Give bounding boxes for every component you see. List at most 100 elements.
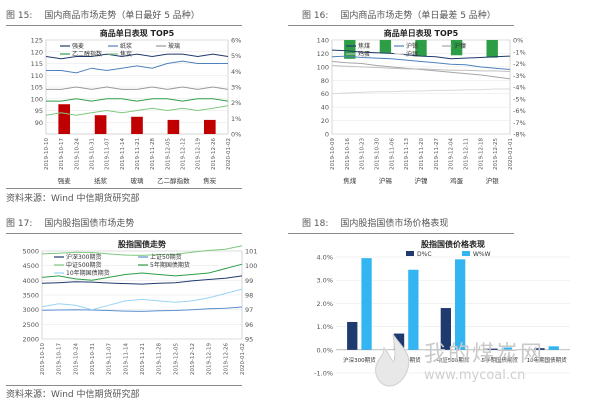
legend-label: 沪镍: [454, 42, 466, 50]
bar: [379, 40, 392, 53]
bar: [344, 40, 356, 59]
x-tick-label: 2019-12-26: [223, 343, 229, 375]
category-label: 乙二醇指数: [157, 176, 190, 185]
bar: [94, 115, 107, 134]
category-label: 焦炭: [203, 176, 217, 185]
y-tick-label: 3.0%: [316, 277, 333, 285]
series-line: [331, 88, 510, 95]
footer-rule: [6, 385, 242, 386]
x-tick-label: 2019-12-05: [165, 138, 171, 170]
category-label: 沪深300期货: [343, 356, 376, 364]
y-tick-label-left: 3000: [22, 306, 39, 314]
legend-label: 沪深300期货: [66, 253, 101, 261]
series-line: [331, 55, 511, 70]
legend-label: 玻璃: [168, 42, 180, 50]
chart-title: 股指国债价格表现: [421, 239, 485, 249]
figure-heading: 国内商品市场走势（单日最差 5 品种）: [340, 11, 496, 21]
panel-fig15-header: 图 15: 国内商品市场走势（单日最好 5 品种）: [6, 8, 200, 24]
watermark-url: www.mycoal.cn: [424, 368, 526, 383]
x-tick-label: 2019-10-17: [57, 343, 63, 375]
legend-label: 沪锡: [406, 42, 418, 50]
y-tick-label-left: 125: [31, 37, 43, 45]
series-line: [331, 61, 511, 80]
x-tick-label: 2019-11-21: [140, 343, 146, 375]
y-tick-label: 2.0%: [316, 300, 333, 308]
x-tick-label: 2019-10-23: [360, 138, 366, 170]
header-rule: [6, 233, 242, 234]
bar: [131, 116, 143, 134]
category-label: 沪镍: [415, 176, 429, 185]
figure-heading: 国内股指国债市场走势: [44, 219, 135, 229]
panel-fig15: 图 15: 国内商品市场走势（单日最好 5 品种） 商品单日表现 TOP5 90 95…: [6, 8, 294, 204]
flame-logo-icon: [375, 333, 410, 387]
x-tick-label: 2019-11-14: [123, 343, 129, 375]
category-label: 中证500期货: [437, 356, 470, 364]
bar: [440, 308, 451, 350]
legend-label: 上证50期货: [150, 253, 182, 261]
series-line: [41, 288, 243, 311]
x-tick-label: 2019-12-18: [478, 138, 484, 170]
watermark: 我的煤炭网 www.mycoal.cn: [368, 330, 588, 400]
y-tick-label-right: 98: [245, 292, 253, 300]
figure-number: 图 18:: [302, 219, 329, 229]
footer-rule: [6, 188, 242, 189]
y-tick-label-right: 6%: [231, 37, 241, 45]
y-tick-label-left: 4000: [22, 277, 39, 285]
y-tick-label: 1.0%: [316, 323, 333, 331]
x-tick-label: 2019-11-07: [105, 138, 111, 170]
header-rule: [6, 25, 242, 26]
legend-label: 5年期国债期货: [150, 261, 190, 269]
y-tick-label-right: -2%: [513, 60, 526, 68]
legend-label: 沪银: [406, 50, 418, 58]
y-tick-label-left: 95: [35, 107, 43, 115]
bar: [361, 258, 372, 350]
y-tick-label-left: 60: [321, 90, 329, 98]
panel-fig16: 图 16: 国内商品市场走势（单日最差 5 品种） 商品单日表现 TOP5 0 20 4…: [288, 8, 594, 204]
figure-number: 图 16:: [302, 11, 329, 21]
legend-label: 中证500期货: [66, 261, 101, 269]
x-tick-label: 2019-10-16: [345, 138, 351, 170]
y-tick-label-right: 100: [245, 262, 257, 270]
y-tick-label-left: 115: [31, 60, 43, 68]
chart-fig17: 股指国债走势 2000 2500 3000 3500 4000 4500 5000 95 96 97…: [22, 239, 257, 375]
bar: [347, 321, 358, 350]
x-tick-label: 2019-11-06: [389, 138, 395, 170]
y-tick-label-right: -7%: [513, 119, 526, 127]
bar: [534, 348, 545, 350]
x-tick-label: 2019-10-24: [73, 343, 79, 375]
legend-label: 10年期国债期货: [66, 269, 110, 277]
y-tick-label-left: 40: [321, 104, 329, 112]
category-label: 沪锡: [379, 176, 393, 185]
y-tick-label-right: 96: [245, 321, 253, 329]
y-tick-label-right: 0%: [231, 131, 241, 139]
x-tick-label: 2019-12-26: [211, 138, 217, 170]
series-line: [41, 263, 243, 281]
y-tick-label-right: 95: [245, 336, 253, 344]
legend-label: W%W: [473, 251, 491, 258]
y-tick-label-left: 140: [317, 37, 329, 45]
bar: [501, 347, 513, 350]
x-tick-label: 2020-01-01: [508, 138, 514, 170]
x-tick-label: 2019-11-27: [434, 138, 440, 170]
series-line: [331, 49, 511, 60]
y-tick-label-right: 4%: [231, 68, 241, 76]
category-label: 强麦: [58, 176, 72, 185]
x-tick-label: 2019-12-12: [181, 138, 187, 170]
category-label: 沪银: [486, 176, 500, 185]
y-tick-label-left: 100: [31, 95, 43, 103]
x-tick-label: 2019-11-28: [157, 343, 163, 375]
y-tick-label-right: 101: [245, 248, 257, 256]
series-line: [46, 98, 229, 102]
bar: [58, 104, 71, 134]
x-tick-label: 2019-10-17: [59, 138, 65, 170]
series-line: [41, 306, 243, 312]
legend-label: 乙二醇指数: [72, 50, 102, 58]
series-line: [331, 65, 511, 73]
x-tick-label: 2019-12-11: [464, 138, 470, 170]
series-line: [46, 86, 229, 90]
legend-label: D%C: [417, 251, 432, 258]
y-tick-label-right: -4%: [513, 84, 526, 92]
y-tick-label-right: 0%: [513, 37, 523, 45]
y-tick-label-right: -1%: [513, 48, 526, 56]
x-tick-label: 2019-10-09: [330, 138, 336, 170]
